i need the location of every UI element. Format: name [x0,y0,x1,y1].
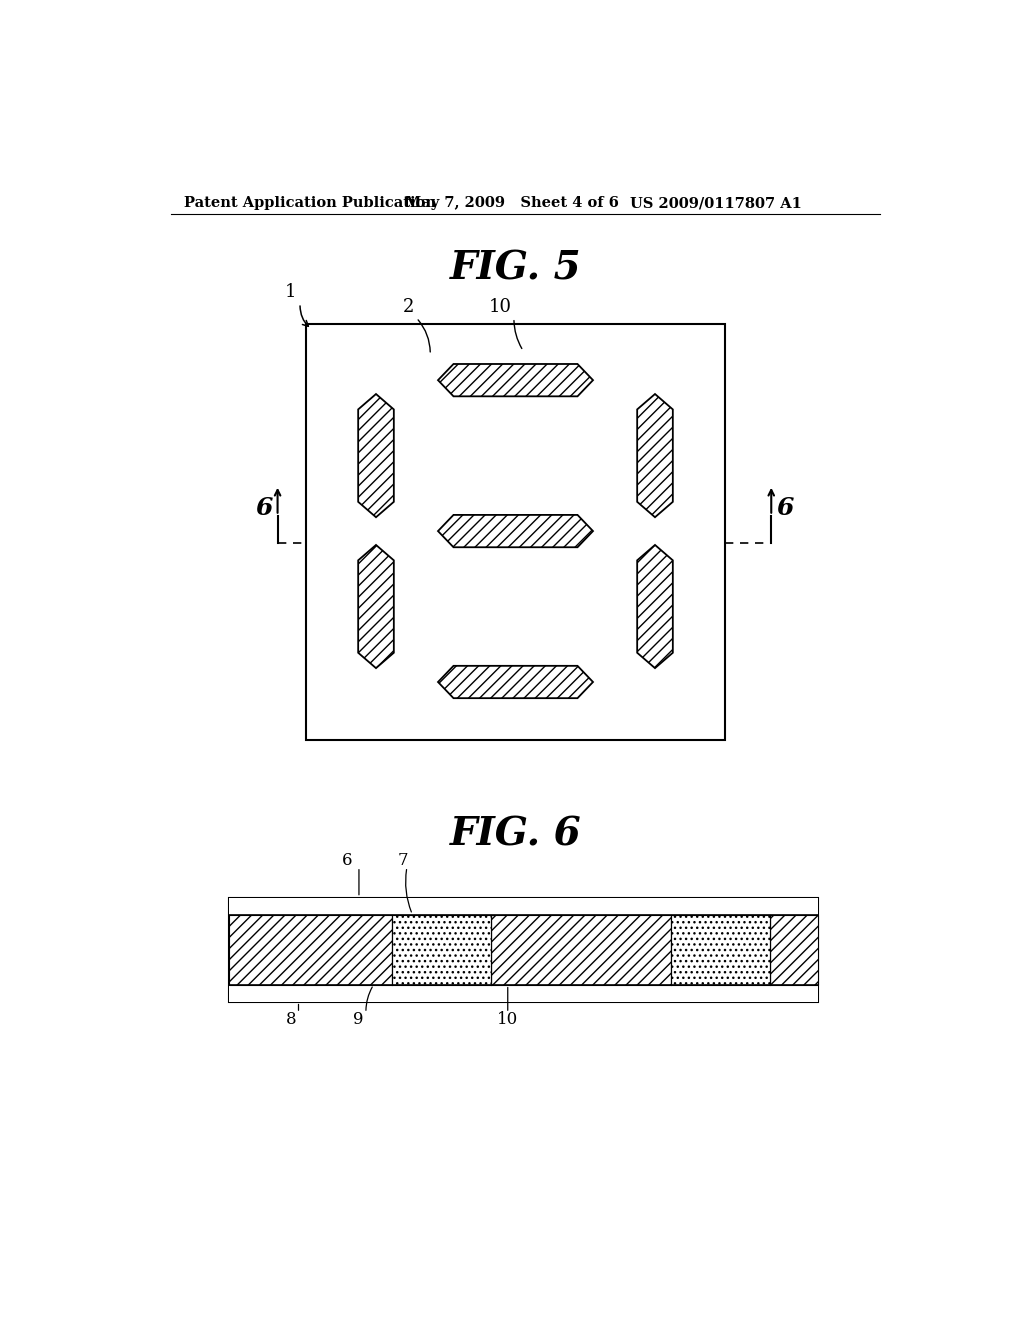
Text: 10: 10 [497,1011,518,1028]
Text: Patent Application Publication: Patent Application Publication [183,197,436,210]
Bar [391,915,490,985]
Polygon shape [637,395,673,517]
Polygon shape [637,545,673,668]
Bar [490,915,671,985]
Text: 9: 9 [353,1011,364,1028]
Polygon shape [438,364,593,396]
Bar [306,323,725,739]
Bar [770,915,818,985]
Bar [228,985,818,1002]
Bar [228,898,818,915]
Text: 6: 6 [255,496,272,520]
Bar [228,898,818,1002]
Polygon shape [358,395,394,517]
Bar [671,915,770,985]
Text: FIG. 6: FIG. 6 [450,816,582,854]
Bar [228,915,391,985]
Polygon shape [438,665,593,698]
Text: May 7, 2009   Sheet 4 of 6: May 7, 2009 Sheet 4 of 6 [406,197,620,210]
Polygon shape [438,515,593,548]
Text: 8: 8 [286,1011,296,1028]
Text: US 2009/0117807 A1: US 2009/0117807 A1 [630,197,802,210]
Text: 1: 1 [285,282,297,301]
Text: 6: 6 [776,496,794,520]
Text: 2: 2 [402,298,415,315]
Text: 7: 7 [397,853,409,869]
Polygon shape [358,545,394,668]
Text: 6: 6 [342,853,352,869]
Text: 10: 10 [488,298,512,315]
Text: FIG. 5: FIG. 5 [450,249,582,288]
